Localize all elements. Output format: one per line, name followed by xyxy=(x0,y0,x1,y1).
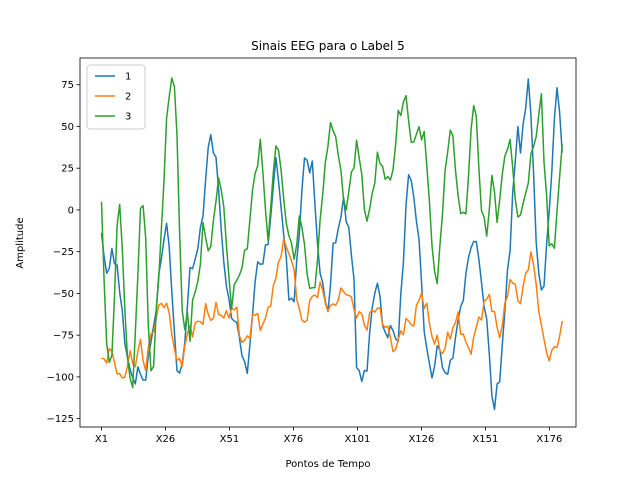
y-axis: −125 −100 −75 −50 −25 0 25 50 75 xyxy=(47,80,80,425)
legend-label-3: 3 xyxy=(125,112,131,123)
legend-label-2: 2 xyxy=(125,92,131,103)
series-line-3 xyxy=(100,77,563,389)
x-tick-label: X76 xyxy=(284,434,304,445)
y-tick-label: −100 xyxy=(47,372,74,383)
series-line-2 xyxy=(101,237,563,379)
y-tick-label: −50 xyxy=(53,289,74,300)
x-axis: X1 X26 X51 X76 X101 X126 X151 X176 xyxy=(95,427,562,445)
x-tick-label: X126 xyxy=(408,434,434,445)
legend-box xyxy=(86,64,146,130)
legend: 1 2 3 xyxy=(86,64,146,130)
x-tick-label: X176 xyxy=(536,434,562,445)
chart-title: Sinais EEG para o Label 5 xyxy=(251,39,405,53)
series-line-1 xyxy=(100,78,563,411)
y-axis-title: Amplitude xyxy=(15,217,26,268)
x-axis-title: Pontos de Tempo xyxy=(285,459,370,470)
y-tick-label: −125 xyxy=(47,414,74,425)
x-tick-label: X101 xyxy=(344,434,370,445)
y-tick-label: −75 xyxy=(53,331,74,342)
plot-frame xyxy=(79,57,577,428)
y-tick-label: 25 xyxy=(61,164,74,175)
y-tick-label: 0 xyxy=(68,205,74,216)
y-tick-label: 50 xyxy=(61,122,74,133)
x-tick-label: X51 xyxy=(220,434,240,445)
x-tick-label: X1 xyxy=(95,434,108,445)
y-tick-label: −25 xyxy=(53,247,74,258)
x-tick-label: X151 xyxy=(472,434,498,445)
legend-label-1: 1 xyxy=(125,72,131,83)
x-tick-label: X26 xyxy=(156,434,176,445)
y-tick-label: 75 xyxy=(61,80,74,91)
